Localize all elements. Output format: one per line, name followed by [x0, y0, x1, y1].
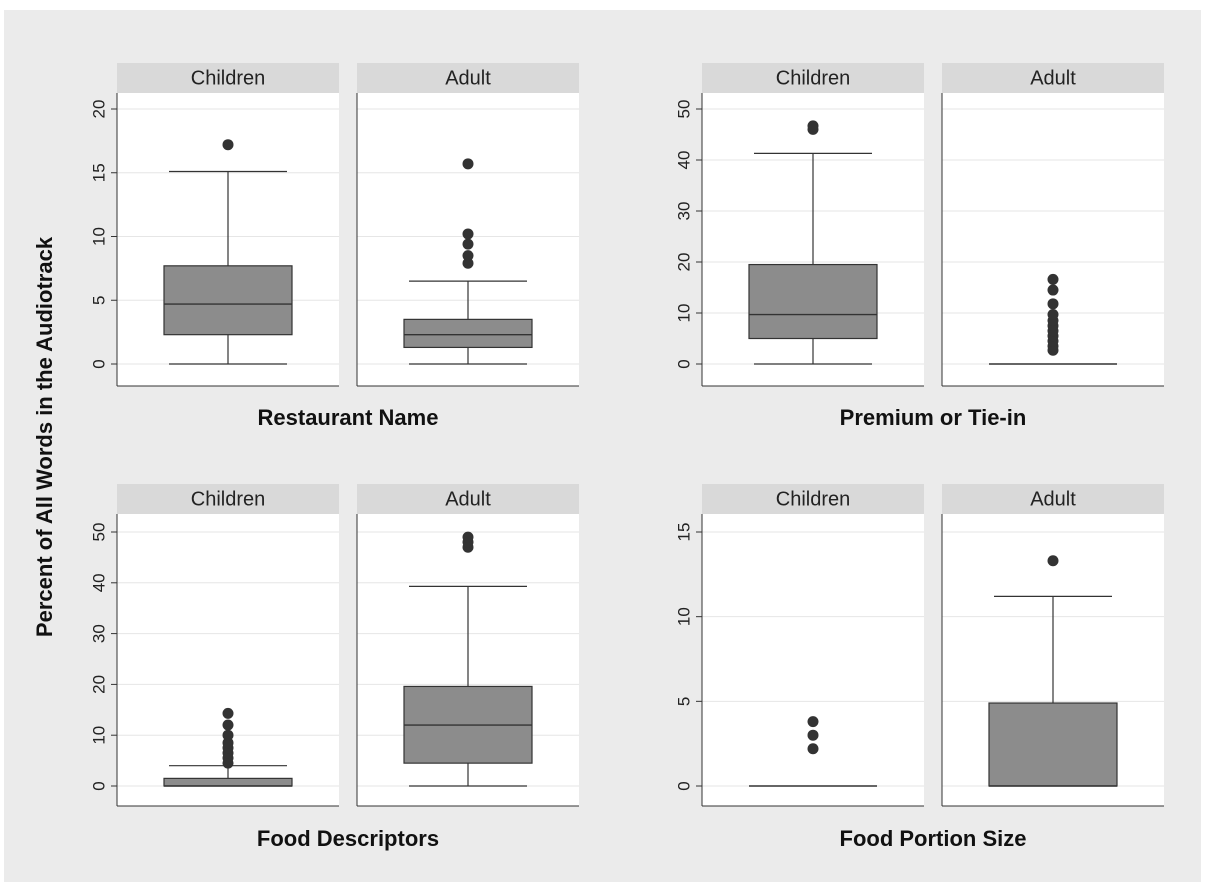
facet-children: Children	[116, 484, 339, 807]
facet-strip	[117, 63, 339, 93]
outlier-point	[807, 743, 819, 755]
box	[163, 265, 293, 336]
panel-4: 0 5 10 15 Children Adult Food Portion Size	[674, 484, 1164, 851]
outlier-point	[462, 238, 474, 250]
facet-strip-label: Children	[776, 67, 850, 89]
outlier-point	[1047, 555, 1059, 567]
facet-adult: Adult	[941, 484, 1164, 807]
panel-x-label: Food Descriptors	[257, 826, 439, 851]
outlier-point	[1047, 273, 1059, 285]
box	[748, 263, 878, 340]
panel-x-label: Food Portion Size	[840, 826, 1027, 851]
y-tick-label: 30	[674, 202, 693, 221]
outlier-point	[1047, 284, 1059, 296]
panel-1: 0 5 10 15 20 Children Adult Restaurant Name	[89, 63, 579, 430]
outlier-point	[462, 228, 474, 240]
y-tick-label: 10	[674, 304, 693, 323]
outlier-point	[222, 719, 234, 731]
y-tick-label: 15	[674, 523, 693, 542]
facet-strip	[702, 484, 924, 514]
facet-strip-label: Children	[191, 67, 265, 89]
panel-3: 0 10 20 30 40 50 Children Adult Food Descriptors	[89, 484, 579, 851]
y-tick-label: 0	[674, 781, 693, 790]
facet-adult: Adult	[356, 484, 579, 807]
facet-strip	[702, 63, 924, 93]
y-tick-label: 5	[674, 697, 693, 706]
box	[403, 318, 533, 349]
panel-x-label: Premium or Tie-in	[840, 405, 1027, 430]
y-tick-label: 10	[674, 607, 693, 626]
facet-strip	[117, 484, 339, 514]
box	[988, 702, 1118, 787]
y-tick-label: 0	[89, 781, 108, 790]
facet-strip-label: Adult	[1030, 67, 1076, 89]
facet-children: Children	[701, 63, 924, 387]
y-tick-label: 20	[674, 253, 693, 272]
y-tick-label: 40	[674, 151, 693, 170]
y-tick-label: 20	[89, 675, 108, 694]
y-axis-label: Percent of All Words in the Audiotrack	[32, 236, 57, 637]
y-tick-label: 50	[89, 523, 108, 542]
y-tick-label: 15	[89, 163, 108, 182]
y-tick-label: 50	[674, 100, 693, 119]
outlier-point	[222, 707, 234, 719]
facet-adult: Adult	[356, 63, 579, 387]
outlier-point	[462, 257, 474, 269]
facet-strip-label: Adult	[1030, 488, 1076, 510]
facet-children: Children	[701, 484, 924, 807]
outlier-point	[807, 729, 819, 741]
facet-adult: Adult	[941, 63, 1164, 387]
y-tick-label: 0	[674, 359, 693, 368]
facet-strip	[942, 484, 1164, 514]
facet-strip-label: Children	[191, 488, 265, 510]
facet-strip-label: Children	[776, 488, 850, 510]
facet-strip	[357, 484, 579, 514]
outlier-point	[462, 531, 474, 543]
facet-strip	[942, 63, 1164, 93]
y-tick-label: 20	[89, 100, 108, 119]
panel-2: 0 10 20 30 40 50 Children Adult Premium or Tie-i…	[674, 63, 1164, 430]
outlier-point	[1047, 309, 1059, 321]
facet-strip-label: Adult	[445, 67, 491, 89]
outlier-point	[222, 139, 234, 151]
y-tick-label: 10	[89, 726, 108, 745]
outlier-point	[462, 158, 474, 170]
y-tick-label: 30	[89, 624, 108, 643]
outlier-point	[1047, 298, 1059, 310]
y-tick-label: 10	[89, 227, 108, 246]
y-tick-label: 5	[89, 296, 108, 305]
outlier-point	[807, 120, 819, 132]
facet-background	[702, 514, 924, 806]
facet-strip	[357, 63, 579, 93]
outlier-point	[222, 737, 234, 749]
panel-x-label: Restaurant Name	[258, 405, 439, 430]
outlier-point	[462, 250, 474, 262]
y-tick-label: 40	[89, 573, 108, 592]
panels: 0 5 10 15 20 Children Adult Restaurant Name 0 10 2…	[89, 63, 1164, 851]
facet-strip-label: Adult	[445, 488, 491, 510]
box	[163, 777, 293, 787]
facet-children: Children	[116, 63, 339, 387]
outlier-point	[222, 729, 234, 741]
y-tick-label: 0	[89, 359, 108, 368]
outlier-point	[807, 716, 819, 728]
